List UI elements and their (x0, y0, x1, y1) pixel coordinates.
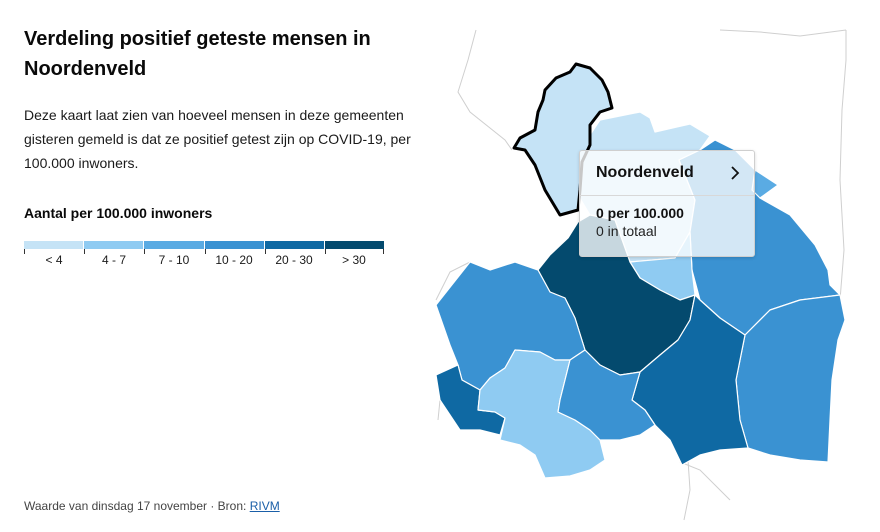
municipality-aa-en-hunze-north[interactable] (751, 169, 779, 199)
legend-label-3: 7 - 10 (158, 253, 190, 267)
legend-label-6: > 30 (342, 253, 366, 267)
chevron-right-icon[interactable] (730, 166, 740, 180)
tooltip-header[interactable]: Noordenveld (580, 151, 754, 196)
legend-swatch-5 (264, 241, 324, 254)
neighbour-borders (435, 29, 847, 521)
map-description: Deze kaart laat zien van hoeveel mensen … (24, 107, 411, 171)
legend-swatch-2 (84, 241, 144, 254)
tooltip-body: 0 per 100.000 0 in totaal (580, 196, 754, 248)
municipalities (435, 62, 846, 479)
footer-prefix: Waarde van dinsdag 17 november · Bron: (24, 499, 250, 513)
page-title: Verdeling positief geteste mensen in Noo… (24, 28, 371, 80)
legend-swatch-1 (24, 241, 84, 254)
legend-title: Aantal per 100.000 inwoners (24, 205, 213, 221)
source-link[interactable]: RIVM (249, 499, 280, 513)
source-footer: Waarde van dinsdag 17 november · Bron: R… (24, 499, 280, 513)
legend-labels: < 4 4 - 7 7 - 10 10 - 20 20 - 30 > 30 (24, 253, 384, 267)
tooltip-rate: 0 per 100.000 (596, 205, 684, 221)
municipality-emmen-west[interactable] (631, 294, 749, 466)
municipality-hoogeveen[interactable] (557, 349, 656, 441)
legend-label-4: 10 - 20 (215, 253, 253, 267)
legend-label-5: 20 - 30 (275, 253, 313, 267)
municipality-tooltip: Noordenveld 0 per 100.000 0 in totaal (579, 150, 755, 257)
tooltip-title: Noordenveld (596, 164, 694, 181)
legend-swatch-3 (144, 241, 204, 254)
legend-label-2: 4 - 7 (101, 253, 126, 267)
legend-color-scale (24, 241, 385, 254)
legend-swatch-6 (324, 241, 385, 254)
tooltip-total: 0 in totaal (596, 223, 657, 239)
legend-label-1: < 4 (45, 253, 63, 267)
legend-swatch-4 (204, 241, 264, 254)
